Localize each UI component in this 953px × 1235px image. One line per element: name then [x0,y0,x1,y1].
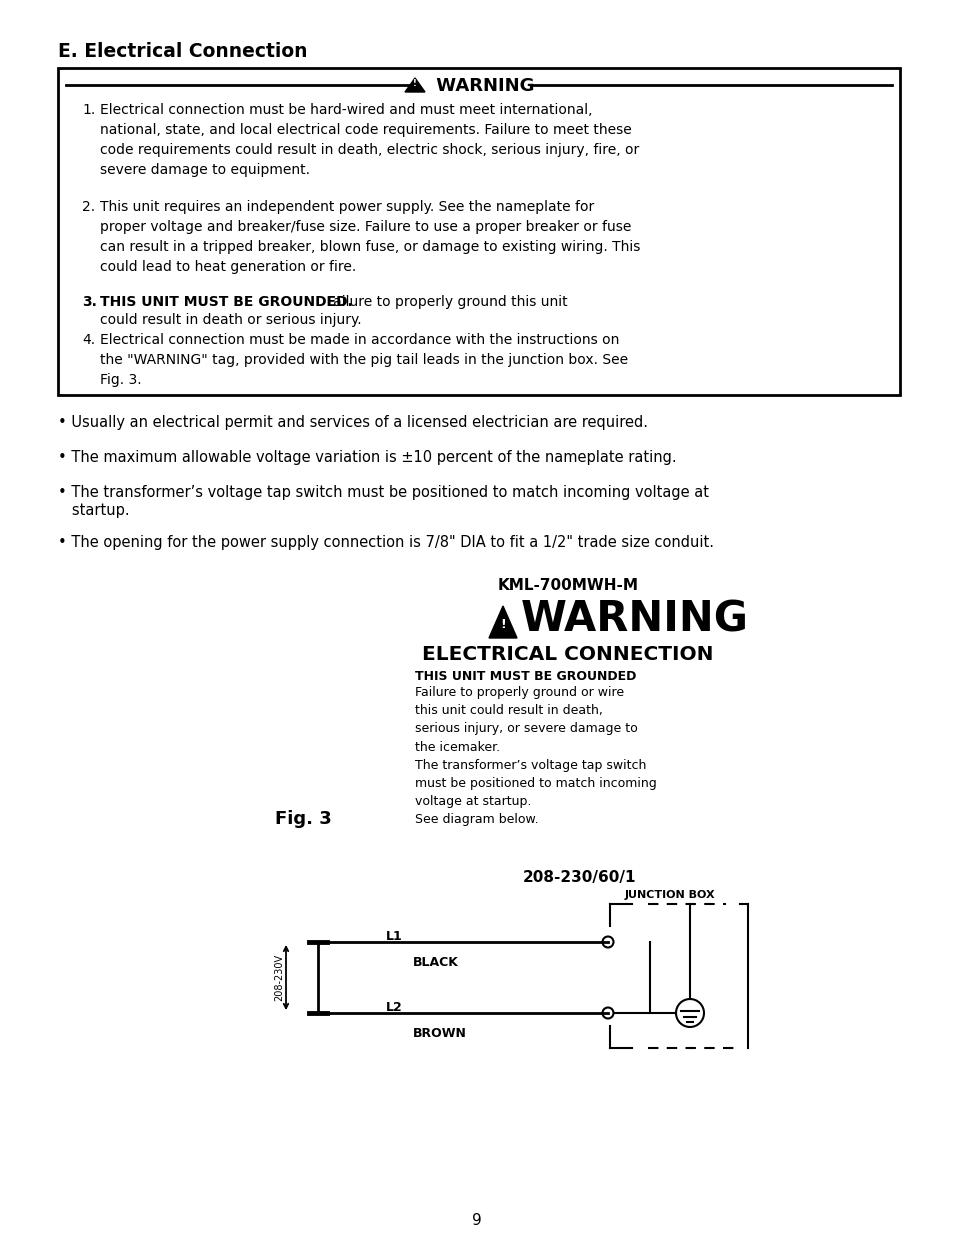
Text: 1.: 1. [82,103,95,117]
Text: 4.: 4. [82,333,95,347]
Text: !: ! [413,79,416,89]
Text: • Usually an electrical permit and services of a licensed electrician are requir: • Usually an electrical permit and servi… [58,415,647,430]
Text: THIS UNIT MUST BE GROUNDED: THIS UNIT MUST BE GROUNDED [415,671,636,683]
Text: BLACK: BLACK [413,956,458,969]
Text: 9: 9 [472,1213,481,1228]
Text: • The transformer’s voltage tap switch must be positioned to match incoming volt: • The transformer’s voltage tap switch m… [58,485,708,500]
Text: startup.: startup. [58,503,130,517]
Text: • The opening for the power supply connection is 7/8" DIA to fit a 1/2" trade si: • The opening for the power supply conne… [58,535,713,550]
Text: • The maximum allowable voltage variation is ±10 percent of the nameplate rating: • The maximum allowable voltage variatio… [58,450,676,466]
Text: KML-700MWH-M: KML-700MWH-M [497,578,638,593]
Text: 208-230V: 208-230V [274,953,284,1002]
Text: BROWN: BROWN [413,1028,466,1040]
Polygon shape [489,606,517,638]
Text: Failure to properly ground this unit: Failure to properly ground this unit [322,295,567,309]
Text: THIS UNIT MUST BE GROUNDED.: THIS UNIT MUST BE GROUNDED. [100,295,353,309]
FancyBboxPatch shape [58,68,899,395]
Polygon shape [405,78,424,91]
Text: Electrical connection must be hard-wired and must meet international,
national, : Electrical connection must be hard-wired… [100,103,639,177]
Text: WARNING: WARNING [430,77,534,95]
Text: L2: L2 [386,1002,402,1014]
Text: could result in death or serious injury.: could result in death or serious injury. [100,312,361,327]
Text: ELECTRICAL CONNECTION: ELECTRICAL CONNECTION [422,645,713,664]
Text: This unit requires an independent power supply. See the nameplate for
proper vol: This unit requires an independent power … [100,200,639,274]
Text: E. Electrical Connection: E. Electrical Connection [58,42,307,61]
Text: Electrical connection must be made in accordance with the instructions on
the "W: Electrical connection must be made in ac… [100,333,627,387]
Text: 208-230/60/1: 208-230/60/1 [522,869,636,885]
Text: L1: L1 [386,930,402,944]
Text: Failure to properly ground or wire
this unit could result in death,
serious inju: Failure to properly ground or wire this … [415,685,656,826]
Text: WARNING: WARNING [520,598,748,640]
Text: 2.: 2. [82,200,95,214]
Text: Fig. 3: Fig. 3 [274,810,332,827]
Text: !: ! [499,618,505,631]
Text: JUNCTION BOX: JUNCTION BOX [624,890,715,900]
Text: 3.: 3. [82,295,97,309]
